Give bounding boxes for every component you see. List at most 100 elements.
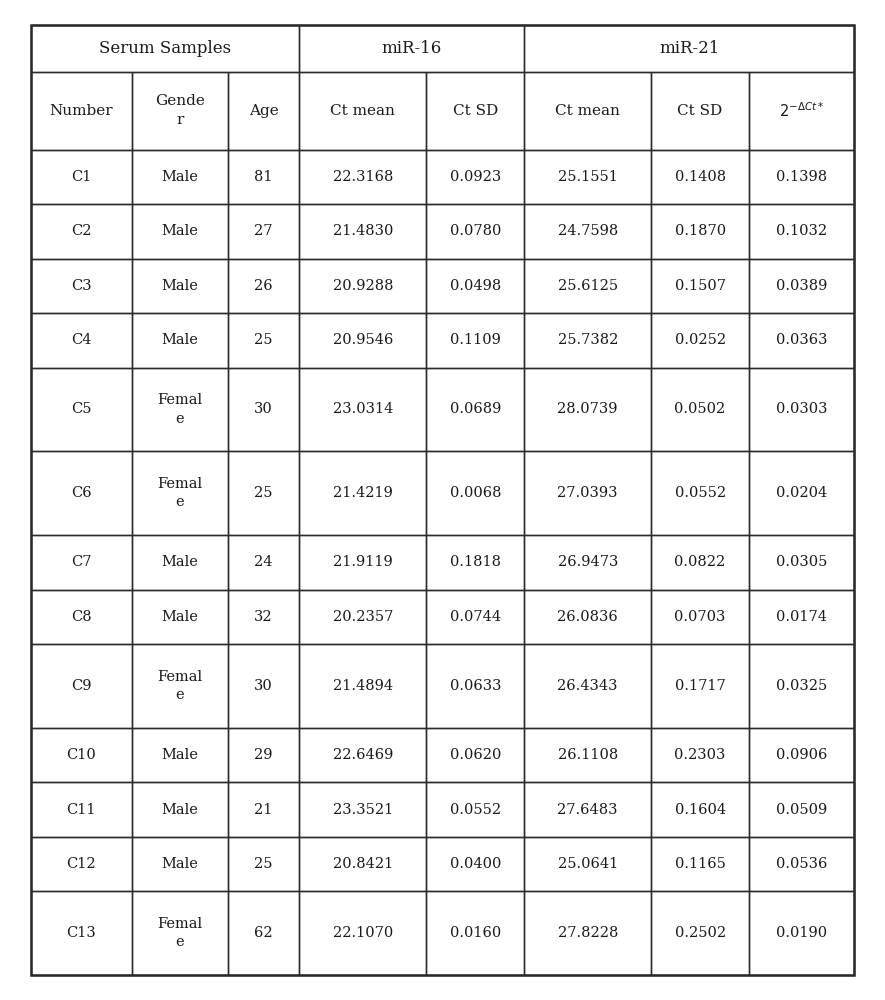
Bar xyxy=(524,313,651,368)
Bar xyxy=(651,644,749,728)
Text: 24: 24 xyxy=(254,555,273,569)
Bar xyxy=(651,782,749,837)
Bar xyxy=(299,837,427,891)
Bar xyxy=(299,590,427,644)
Bar xyxy=(749,590,854,644)
Text: 20.9546: 20.9546 xyxy=(333,333,393,347)
Bar xyxy=(524,837,651,891)
Text: Serum Samples: Serum Samples xyxy=(99,40,231,57)
Text: 25: 25 xyxy=(254,857,273,871)
Bar xyxy=(299,259,427,313)
Bar xyxy=(31,590,132,644)
Text: C10: C10 xyxy=(66,748,96,762)
Bar xyxy=(427,150,524,204)
Bar xyxy=(31,204,132,259)
Text: 0.0923: 0.0923 xyxy=(450,170,501,184)
Text: C7: C7 xyxy=(71,555,91,569)
Bar xyxy=(132,837,227,891)
Bar xyxy=(227,837,299,891)
Text: 0.1398: 0.1398 xyxy=(776,170,827,184)
Text: 29: 29 xyxy=(254,748,273,762)
Text: 0.1109: 0.1109 xyxy=(450,333,501,347)
Text: 26.4343: 26.4343 xyxy=(558,679,618,693)
Text: 0.2502: 0.2502 xyxy=(674,926,726,940)
Text: Male: Male xyxy=(161,610,198,624)
Bar xyxy=(227,259,299,313)
Bar xyxy=(299,535,427,590)
Bar xyxy=(427,644,524,728)
Text: 20.9288: 20.9288 xyxy=(333,279,393,293)
Text: Femal
e: Femal e xyxy=(158,670,203,702)
Text: 27.6483: 27.6483 xyxy=(558,803,618,817)
Bar xyxy=(299,891,427,975)
Bar xyxy=(427,535,524,590)
Bar xyxy=(749,368,854,451)
Bar xyxy=(31,837,132,891)
Bar xyxy=(749,891,854,975)
Bar xyxy=(651,535,749,590)
Bar xyxy=(299,204,427,259)
Bar xyxy=(227,728,299,782)
Text: Male: Male xyxy=(161,279,198,293)
Bar xyxy=(524,451,651,535)
Text: Male: Male xyxy=(161,748,198,762)
Text: 30: 30 xyxy=(254,402,273,416)
Bar xyxy=(132,259,227,313)
Bar xyxy=(227,535,299,590)
Text: 0.1165: 0.1165 xyxy=(674,857,726,871)
Bar xyxy=(427,368,524,451)
Bar xyxy=(31,451,132,535)
Bar xyxy=(132,590,227,644)
Text: C1: C1 xyxy=(71,170,91,184)
Text: 0.1032: 0.1032 xyxy=(776,224,827,238)
Text: 22.3168: 22.3168 xyxy=(333,170,393,184)
Bar xyxy=(132,150,227,204)
Text: 62: 62 xyxy=(254,926,273,940)
Text: 0.0305: 0.0305 xyxy=(776,555,827,569)
Text: 0.0536: 0.0536 xyxy=(776,857,827,871)
Text: 30: 30 xyxy=(254,679,273,693)
Bar xyxy=(524,782,651,837)
Bar xyxy=(132,204,227,259)
Text: Gende
r: Gende r xyxy=(155,94,204,127)
Text: 0.0633: 0.0633 xyxy=(450,679,501,693)
Text: 23.3521: 23.3521 xyxy=(333,803,393,817)
Bar xyxy=(227,72,299,150)
Text: C3: C3 xyxy=(71,279,91,293)
Bar xyxy=(651,150,749,204)
Text: 0.1717: 0.1717 xyxy=(674,679,726,693)
Bar xyxy=(749,72,854,150)
Text: Male: Male xyxy=(161,333,198,347)
Bar xyxy=(749,644,854,728)
Text: 25.7382: 25.7382 xyxy=(558,333,618,347)
Text: Male: Male xyxy=(161,857,198,871)
Text: 21.4894: 21.4894 xyxy=(333,679,393,693)
Bar xyxy=(651,368,749,451)
Text: 0.0325: 0.0325 xyxy=(776,679,827,693)
Text: 0.0620: 0.0620 xyxy=(450,748,501,762)
Bar xyxy=(227,644,299,728)
Text: 26.9473: 26.9473 xyxy=(558,555,618,569)
Bar xyxy=(299,644,427,728)
Bar xyxy=(524,259,651,313)
Bar xyxy=(524,891,651,975)
Text: 0.0552: 0.0552 xyxy=(674,486,726,500)
Bar xyxy=(749,150,854,204)
Bar xyxy=(31,368,132,451)
Bar xyxy=(132,644,227,728)
Text: 26: 26 xyxy=(254,279,273,293)
Text: 25: 25 xyxy=(254,486,273,500)
Bar xyxy=(31,644,132,728)
Bar xyxy=(524,150,651,204)
Bar xyxy=(524,590,651,644)
Text: 0.1818: 0.1818 xyxy=(450,555,501,569)
Bar xyxy=(427,259,524,313)
Text: 0.0303: 0.0303 xyxy=(776,402,827,416)
Bar xyxy=(651,313,749,368)
Text: 0.0780: 0.0780 xyxy=(450,224,501,238)
Bar xyxy=(427,204,524,259)
Text: Ct SD: Ct SD xyxy=(452,104,498,118)
Bar xyxy=(132,72,227,150)
Text: 21.4219: 21.4219 xyxy=(333,486,393,500)
Text: C5: C5 xyxy=(71,402,91,416)
